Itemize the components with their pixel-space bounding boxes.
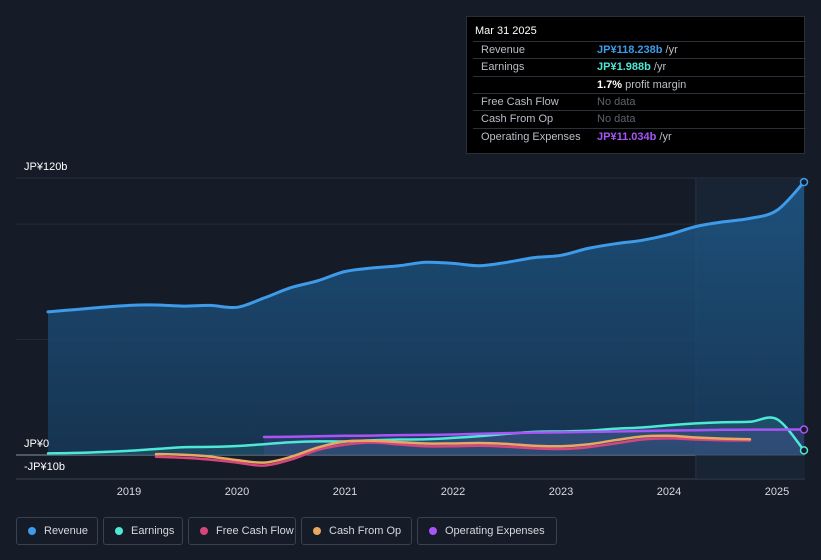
x-tick-label: 2019 (117, 486, 141, 498)
tooltip-row-value: JP¥118.238b /yr (597, 44, 678, 56)
tooltip-date: Mar 31 2025 (475, 25, 537, 37)
earnings-end-marker (799, 446, 809, 455)
legend-item-free-cash-flow[interactable]: Free Cash Flow (188, 517, 296, 545)
revenue-end-marker (799, 177, 809, 187)
legend-label: Revenue (44, 525, 89, 537)
tooltip-row: Earnings JP¥1.988b /yr (473, 58, 806, 76)
x-tick-label: 2023 (549, 486, 573, 498)
operating-expenses-line (262, 428, 806, 439)
tooltip-row: Operating Expenses JP¥11.034b /yr (473, 127, 806, 146)
tooltip-value-unit: /yr (650, 61, 667, 74)
legend-dot-icon (429, 527, 437, 535)
operating-expenses-end-marker (799, 425, 809, 434)
earnings-line (46, 416, 806, 455)
legend-label: Earnings (131, 525, 175, 537)
tooltip-row-label: Revenue (481, 44, 526, 56)
tooltip-row-label: Cash From Op (481, 113, 554, 126)
revenue-line (46, 180, 806, 314)
x-tick-label: 2022 (441, 486, 465, 498)
legend-label: Operating Expenses (445, 525, 545, 537)
cash-from-op-line (154, 434, 752, 464)
legend-item-revenue[interactable]: Revenue (16, 517, 98, 545)
tooltip-value-number: JP¥11.034b (597, 130, 657, 143)
tooltip-row-value: No data (597, 96, 636, 108)
tooltip-value-number: No data (597, 95, 636, 108)
tooltip-row: Cash From Op No data (473, 110, 806, 128)
earnings-area (48, 417, 804, 455)
tooltip-value-number: JP¥1.988b (597, 61, 651, 74)
legend-item-cash-from-op[interactable]: Cash From Op (301, 517, 412, 545)
legend-dot-icon (313, 527, 321, 535)
tooltip-row-value: JP¥1.988b /yr (597, 61, 666, 73)
tooltip-row-value: JP¥11.034b /yr (597, 131, 672, 143)
legend-item-operating-expenses[interactable]: Operating Expenses (417, 517, 557, 545)
legend-label: Free Cash Flow (216, 525, 294, 537)
data-tooltip: Mar 31 2025 Revenue JP¥118.238b /yr Earnin… (466, 16, 806, 154)
legend-dot-icon (28, 527, 36, 535)
tooltip-value-number: JP¥118.238b (597, 44, 663, 56)
tooltip-row: 1.7% profit margin (473, 75, 806, 94)
tooltip-row: Revenue JP¥118.238b /yr (473, 41, 806, 59)
tooltip-row-label: Earnings (481, 61, 525, 74)
x-tick-label: 2021 (333, 486, 357, 498)
y-axis-label: -JP¥10b (24, 461, 65, 473)
legend-label: Cash From Op (329, 525, 402, 537)
tooltip-value-unit: /yr (656, 130, 672, 143)
free-cash-flow-line (154, 437, 752, 467)
tooltip-row-value: No data (597, 113, 636, 125)
tooltip-value-number: No data (597, 113, 636, 126)
tooltip-row-label: Operating Expenses (481, 130, 581, 143)
y-axis-label: JP¥0 (24, 438, 49, 450)
x-tick-label: 2020 (225, 486, 249, 498)
x-tick-label: 2025 (765, 486, 789, 498)
legend-dot-icon (200, 527, 208, 535)
tooltip-row-label: Free Cash Flow (481, 95, 559, 108)
tooltip-value-unit: /yr (662, 44, 678, 56)
tooltip-value-number: 1.7% (597, 78, 623, 91)
x-tick-label: 2024 (657, 486, 681, 498)
tooltip-value-unit: profit margin (622, 78, 687, 91)
tooltip-row-value: 1.7% profit margin (597, 79, 686, 91)
legend-dot-icon (115, 527, 123, 535)
y-axis-label: JP¥120b (24, 161, 67, 173)
legend-item-earnings[interactable]: Earnings (103, 517, 183, 545)
revenue-area (48, 182, 804, 455)
tooltip-row: Free Cash Flow No data (473, 92, 806, 111)
